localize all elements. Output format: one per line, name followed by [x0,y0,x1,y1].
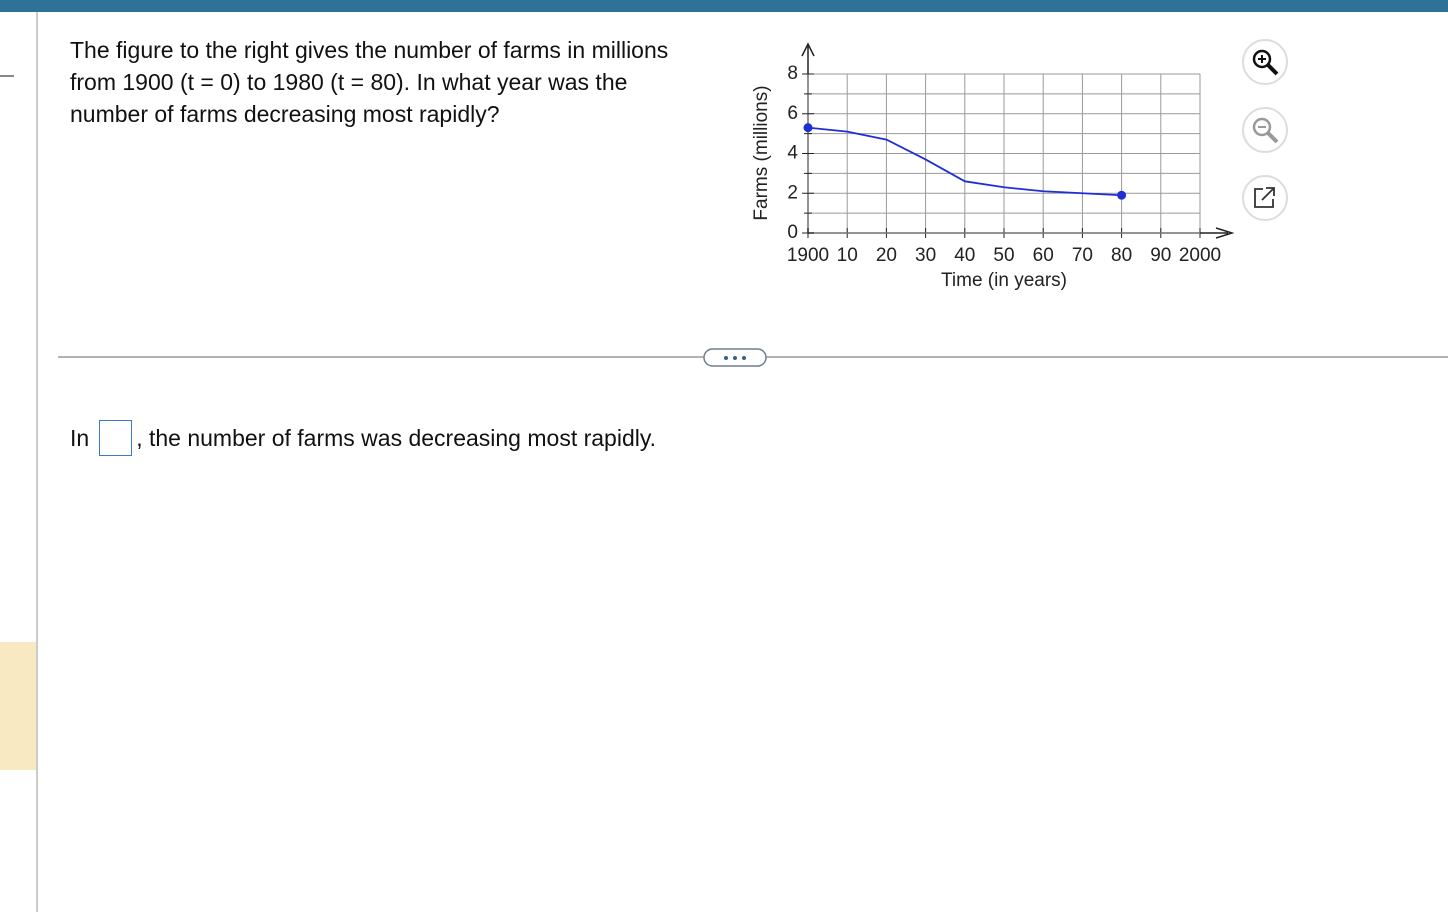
y-axis-title: Farms (millions) [751,85,772,220]
x-tick-label: 2000 [1179,245,1221,266]
x-tick-label: 1900 [787,245,829,266]
lens [1252,117,1272,137]
question-line: The figure to the right gives the number… [70,37,669,63]
x-tick-label: 20 [876,245,897,266]
dot [733,356,737,360]
x-tick-label: 60 [1033,245,1054,266]
end-point [803,123,813,133]
x-tick-label: 80 [1111,245,1132,266]
question-line: number of farms decreasing most rapidly? [70,101,500,127]
x-tick-label: 10 [837,245,858,266]
question-line: from 1900 (t = 0) to 1980 (t = 80). In w… [70,69,628,95]
dot [742,356,746,360]
answer-row: In , the number of farms was decreasing … [70,420,656,456]
x-tick-label: 50 [993,245,1014,266]
data-line [807,126,1122,197]
question: The figure to the right gives the number… [70,34,668,130]
answer-suffix: , the number of farms was decreasing mos… [136,424,657,451]
y-tick-label: 0 [787,222,798,243]
zoom-in[interactable] [1242,39,1288,85]
zoom-out[interactable] [1242,107,1288,153]
frame [1254,188,1274,208]
y-tick-label: 4 [787,143,798,164]
icon-circle[interactable] [1242,107,1288,153]
handle [1266,63,1279,76]
y-tick-label: 6 [787,103,798,124]
dot [724,356,728,360]
handle [1266,131,1279,144]
answer-input[interactable] [99,420,133,456]
sidebar-highlight [0,642,36,770]
end-point [1117,190,1127,200]
y-tick-label: 8 [787,63,798,84]
icon-circle[interactable] [1242,39,1288,85]
x-tick-label: 40 [954,245,975,266]
arrow [1261,187,1275,201]
answer-prefix: In [70,424,90,451]
x-tick-label: 30 [915,245,936,266]
expand-button[interactable] [703,348,767,367]
popout[interactable] [1242,175,1288,221]
y-tick-label: 2 [787,182,798,203]
x-axis-title: Time (in years) [941,270,1067,291]
top-bar [0,0,1448,12]
lens [1252,49,1272,69]
x-tick-label: 90 [1150,245,1171,266]
x-tick-label: 70 [1072,245,1093,266]
plus [1258,55,1266,63]
